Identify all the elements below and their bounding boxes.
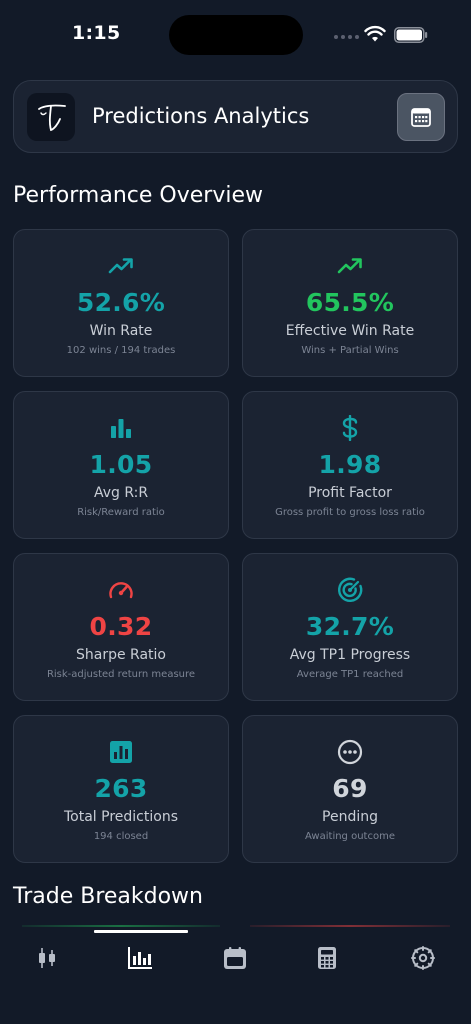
- status-bar: 1:15: [0, 0, 471, 70]
- metric-label: Total Predictions: [64, 809, 178, 825]
- metric-subtext: 102 wins / 194 trades: [66, 345, 176, 356]
- metric-label: Profit Factor: [308, 485, 392, 501]
- candlestick-icon: [39, 948, 55, 968]
- wifi-icon: [364, 25, 386, 42]
- settings-icon: [411, 946, 435, 970]
- metric-subtext: Average TP1 reached: [296, 669, 404, 680]
- metric-label: Sharpe Ratio: [76, 647, 166, 663]
- calculator-icon: [318, 947, 336, 969]
- tab-analytics[interactable]: [115, 944, 165, 972]
- metric-value: 1.98: [318, 450, 382, 479]
- section-title-performance: Performance Overview: [13, 183, 263, 208]
- calendar-icon: [411, 108, 431, 127]
- cellular-signal-icon: [334, 35, 359, 39]
- metric-label: Avg TP1 Progress: [289, 647, 411, 663]
- metric-value: 32.7%: [305, 612, 395, 641]
- tab-calculator[interactable]: [302, 944, 352, 972]
- tab-settings[interactable]: [398, 944, 448, 972]
- metric-subtext: Wins + Partial Wins: [301, 345, 399, 356]
- metric-card-avg-rr: 1.05 Avg R:R Risk/Reward ratio: [13, 391, 229, 539]
- status-time: 1:15: [72, 22, 121, 44]
- battery-icon: [394, 27, 428, 43]
- logo-t-icon: [38, 104, 66, 132]
- calendar-button[interactable]: [397, 93, 445, 141]
- more-circle-icon: [337, 739, 363, 765]
- section-title-trade-breakdown: Trade Breakdown: [13, 884, 203, 909]
- metric-value: 263: [94, 774, 148, 803]
- analytics-box-icon: [110, 741, 132, 763]
- metric-value: 69: [332, 774, 368, 803]
- metric-subtext: Risk-adjusted return measure: [46, 669, 196, 680]
- header-card: Predictions Analytics: [13, 80, 458, 153]
- calendar-tab-icon: [224, 947, 246, 969]
- dynamic-island: [169, 15, 303, 55]
- metric-card-avg-tp1-progress: 32.7% Avg TP1 Progress Average TP1 reach…: [242, 553, 458, 701]
- trade-breakdown-losses-edge: [250, 925, 450, 927]
- bar-chart-icon: [111, 419, 131, 438]
- target-icon: [337, 577, 363, 603]
- metric-card-sharpe-ratio: 0.32 Sharpe Ratio Risk-adjusted return m…: [13, 553, 229, 701]
- metric-card-effective-win-rate: 65.5% Effective Win Rate Wins + Partial …: [242, 229, 458, 377]
- tab-bar: [0, 930, 471, 1024]
- trade-breakdown-wins-edge: [22, 925, 220, 927]
- metric-subtext: Awaiting outcome: [305, 831, 395, 842]
- metric-card-pending: 69 Pending Awaiting outcome: [242, 715, 458, 863]
- speedometer-icon: [109, 582, 133, 599]
- metric-label: Win Rate: [89, 323, 153, 339]
- tab-calendar[interactable]: [210, 944, 260, 972]
- metric-card-win-rate: 52.6% Win Rate 102 wins / 194 trades: [13, 229, 229, 377]
- metric-label: Pending: [322, 809, 378, 825]
- metric-subtext: 194 closed: [93, 831, 149, 842]
- bar-chart-tab-icon: [128, 947, 152, 969]
- page-title: Predictions Analytics: [92, 104, 310, 128]
- trending-up-icon: [108, 258, 133, 274]
- metric-label: Effective Win Rate: [285, 323, 415, 339]
- dollar-icon: [342, 415, 358, 441]
- tab-predictions[interactable]: [22, 944, 72, 972]
- metric-card-profit-factor: 1.98 Profit Factor Gross profit to gross…: [242, 391, 458, 539]
- metric-value: 0.32: [89, 612, 153, 641]
- trending-up-icon: [337, 258, 362, 274]
- metric-card-total-predictions: 263 Total Predictions 194 closed: [13, 715, 229, 863]
- metric-label: Avg R:R: [93, 485, 149, 501]
- metric-value: 52.6%: [76, 288, 166, 317]
- metric-value: 65.5%: [305, 288, 395, 317]
- app-logo: [27, 93, 75, 141]
- metric-subtext: Gross profit to gross loss ratio: [275, 507, 425, 518]
- metric-subtext: Risk/Reward ratio: [77, 507, 165, 518]
- active-tab-indicator: [94, 930, 188, 933]
- metric-value: 1.05: [89, 450, 153, 479]
